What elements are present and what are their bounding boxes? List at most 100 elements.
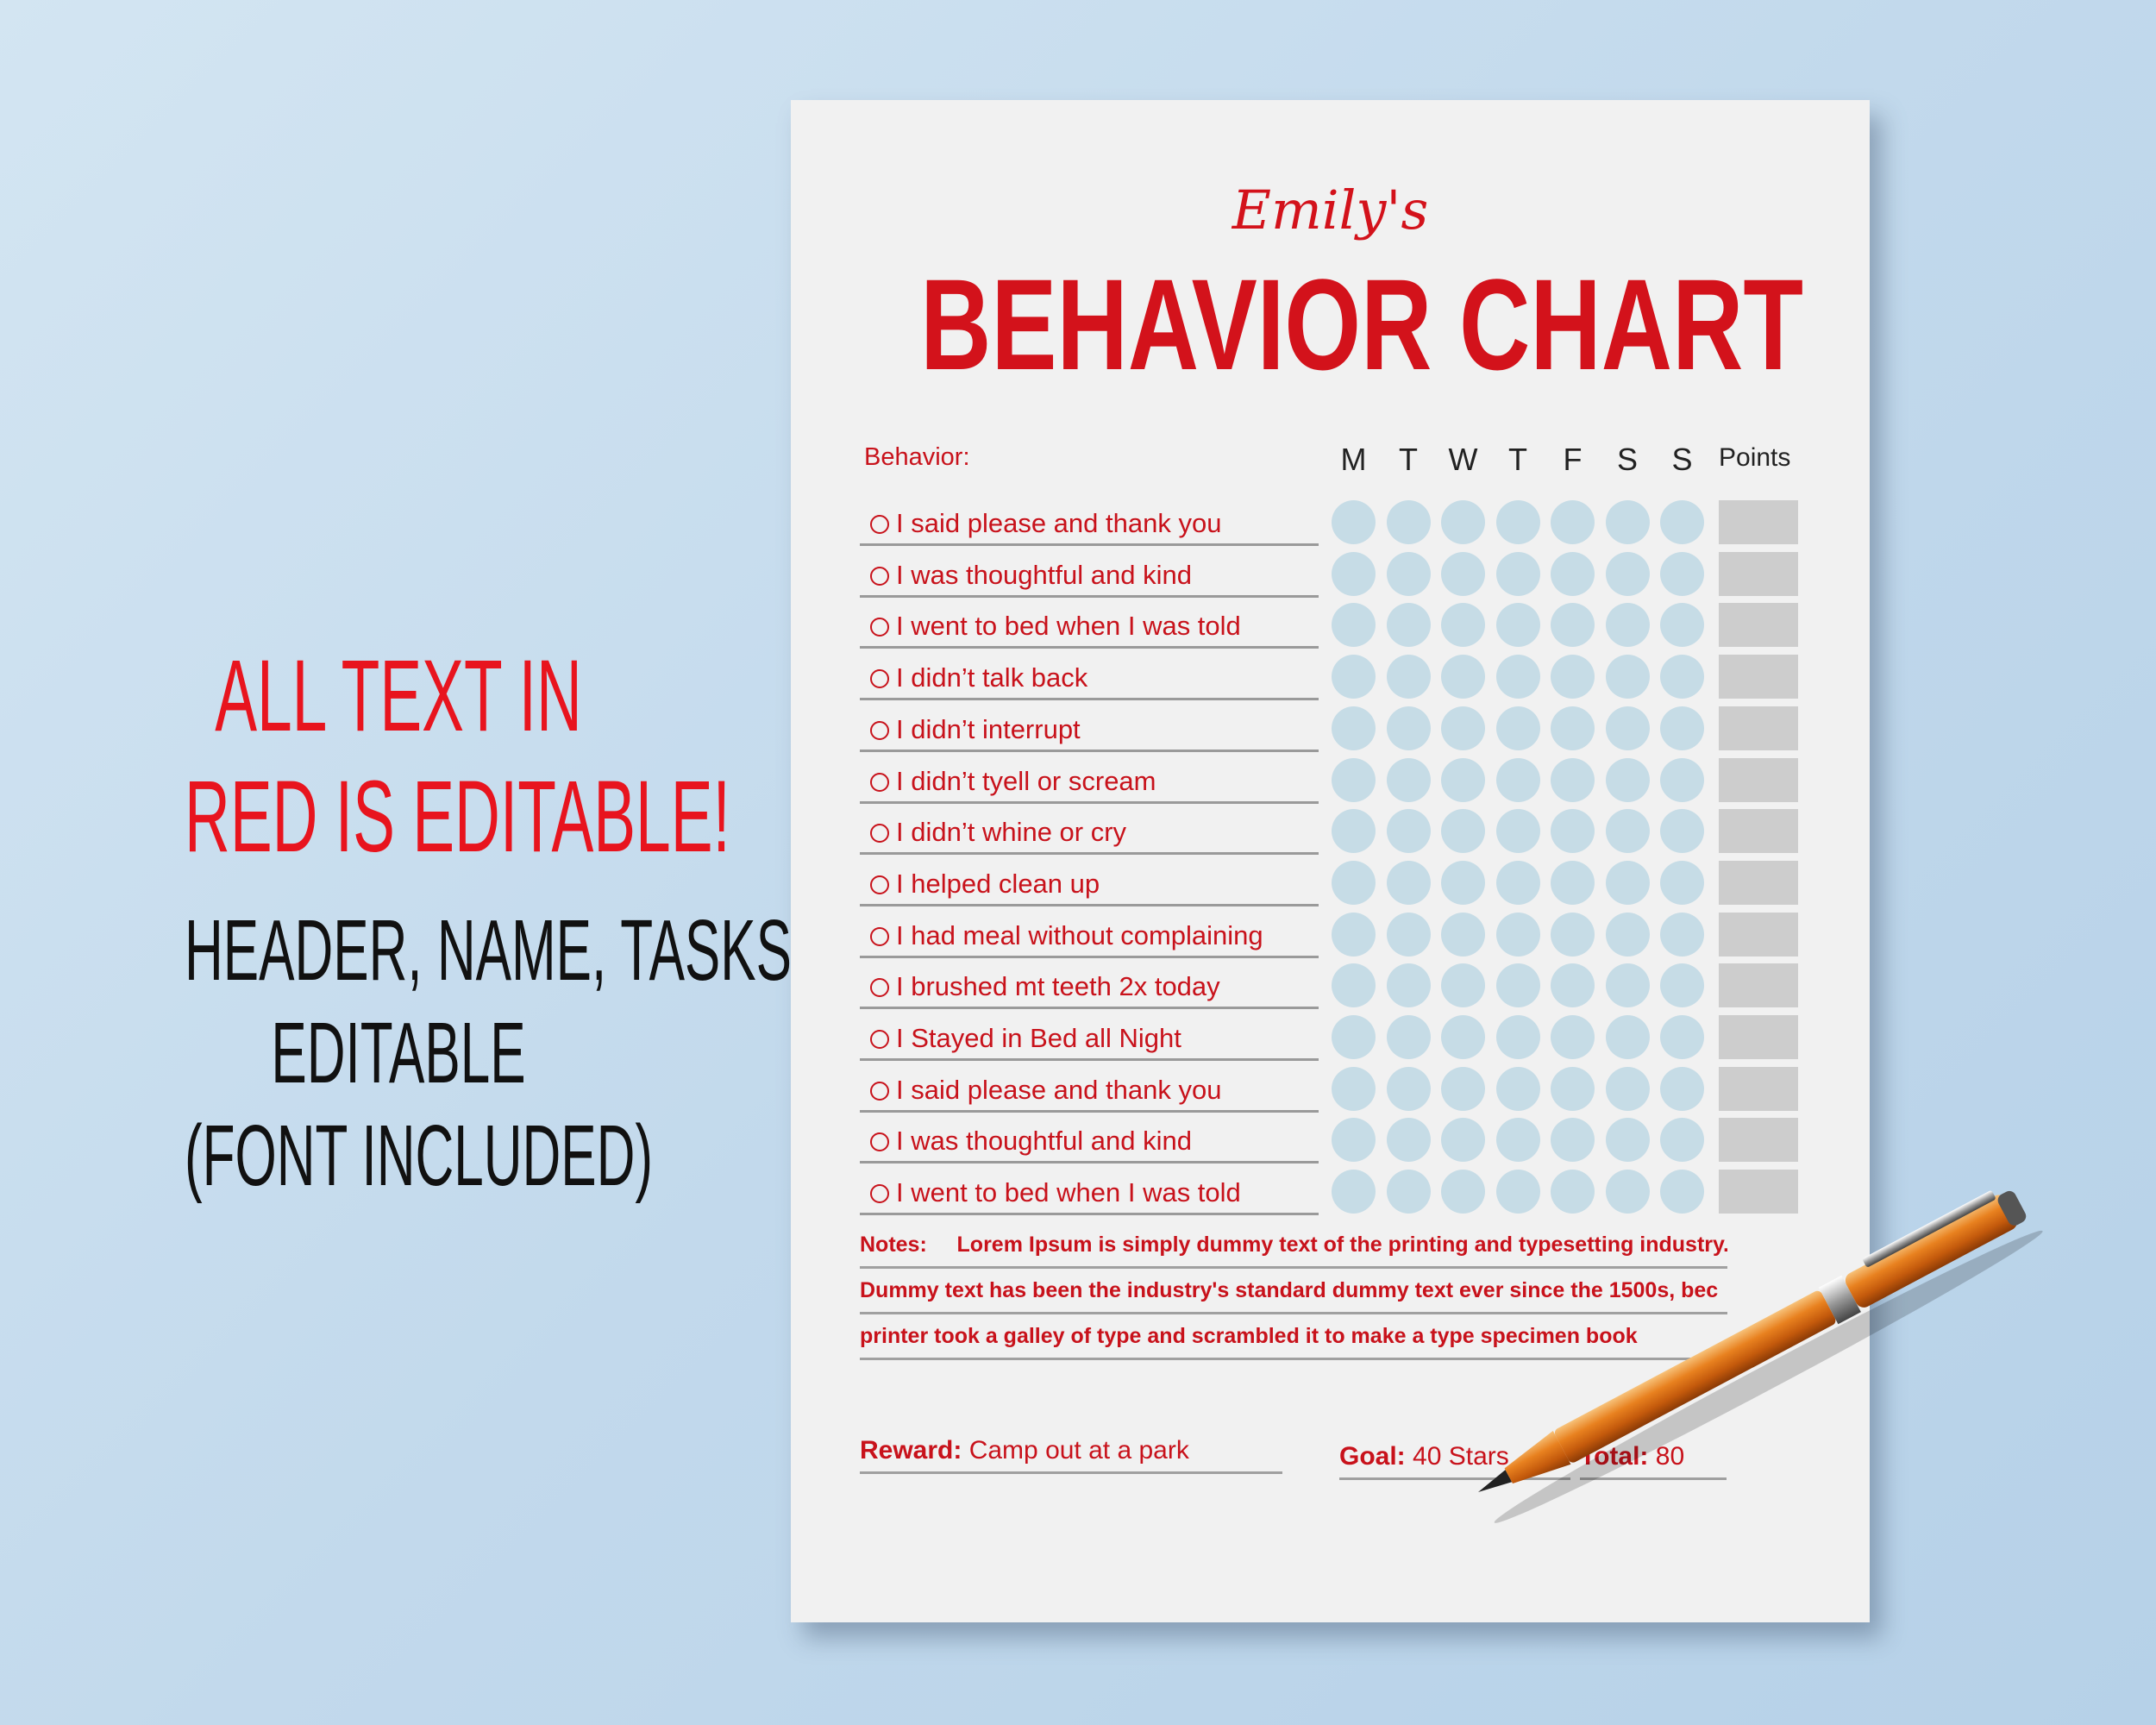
day-checkbox-circle[interactable]	[1386, 1015, 1431, 1059]
day-checkbox-circle[interactable]	[1495, 603, 1540, 648]
day-checkbox-circle[interactable]	[1386, 1170, 1431, 1214]
day-checkbox-circle[interactable]	[1551, 912, 1595, 957]
day-checkbox-circle[interactable]	[1441, 500, 1485, 544]
day-checkbox-circle[interactable]	[1605, 1118, 1650, 1163]
behavior-text[interactable]: I said please and thank you	[860, 1070, 1319, 1113]
behavior-text[interactable]: I didn’t talk back	[860, 658, 1319, 701]
day-checkbox-circle[interactable]	[1605, 706, 1650, 750]
day-checkbox-circle[interactable]	[1332, 706, 1376, 750]
day-checkbox-circle[interactable]	[1660, 809, 1704, 854]
behavior-text[interactable]: I didn’t interrupt	[860, 710, 1319, 752]
points-box[interactable]	[1719, 860, 1798, 905]
day-checkbox-circle[interactable]	[1386, 860, 1431, 905]
behavior-text[interactable]: I went to bed when I was told	[860, 1173, 1319, 1216]
day-checkbox-circle[interactable]	[1332, 912, 1376, 957]
day-checkbox-circle[interactable]	[1495, 655, 1540, 699]
day-checkbox-circle[interactable]	[1441, 757, 1485, 802]
points-box[interactable]	[1719, 1066, 1798, 1111]
day-checkbox-circle[interactable]	[1495, 706, 1540, 750]
points-box[interactable]	[1719, 603, 1798, 648]
day-checkbox-circle[interactable]	[1332, 551, 1376, 596]
day-checkbox-circle[interactable]	[1551, 1118, 1595, 1163]
day-checkbox-circle[interactable]	[1551, 963, 1595, 1008]
day-checkbox-circle[interactable]	[1386, 551, 1431, 596]
day-checkbox-circle[interactable]	[1495, 963, 1540, 1008]
behavior-text[interactable]: I was thoughtful and kind	[860, 1121, 1319, 1164]
day-checkbox-circle[interactable]	[1551, 757, 1595, 802]
day-checkbox-circle[interactable]	[1495, 500, 1540, 544]
day-checkbox-circle[interactable]	[1332, 860, 1376, 905]
day-checkbox-circle[interactable]	[1332, 655, 1376, 699]
day-checkbox-circle[interactable]	[1495, 860, 1540, 905]
points-box[interactable]	[1719, 757, 1798, 802]
day-checkbox-circle[interactable]	[1441, 912, 1485, 957]
day-checkbox-circle[interactable]	[1386, 500, 1431, 544]
day-checkbox-circle[interactable]	[1332, 757, 1376, 802]
day-checkbox-circle[interactable]	[1605, 757, 1650, 802]
day-checkbox-circle[interactable]	[1441, 1015, 1485, 1059]
day-checkbox-circle[interactable]	[1386, 655, 1431, 699]
points-box[interactable]	[1719, 655, 1798, 699]
day-checkbox-circle[interactable]	[1386, 963, 1431, 1008]
day-checkbox-circle[interactable]	[1551, 1170, 1595, 1214]
day-checkbox-circle[interactable]	[1441, 551, 1485, 596]
day-checkbox-circle[interactable]	[1386, 757, 1431, 802]
day-checkbox-circle[interactable]	[1605, 603, 1650, 648]
day-checkbox-circle[interactable]	[1551, 809, 1595, 854]
day-checkbox-circle[interactable]	[1386, 912, 1431, 957]
behavior-text[interactable]: I brushed mt teeth 2x today	[860, 967, 1319, 1010]
points-box[interactable]	[1719, 809, 1798, 854]
day-checkbox-circle[interactable]	[1332, 500, 1376, 544]
points-box[interactable]	[1719, 706, 1798, 750]
day-checkbox-circle[interactable]	[1441, 1066, 1485, 1111]
day-checkbox-circle[interactable]	[1386, 809, 1431, 854]
behavior-text[interactable]: I went to bed when I was told	[860, 606, 1319, 649]
day-checkbox-circle[interactable]	[1332, 809, 1376, 854]
day-checkbox-circle[interactable]	[1660, 500, 1704, 544]
day-checkbox-circle[interactable]	[1332, 1015, 1376, 1059]
day-checkbox-circle[interactable]	[1495, 757, 1540, 802]
day-checkbox-circle[interactable]	[1660, 912, 1704, 957]
day-checkbox-circle[interactable]	[1660, 1015, 1704, 1059]
day-checkbox-circle[interactable]	[1441, 603, 1485, 648]
day-checkbox-circle[interactable]	[1605, 809, 1650, 854]
day-checkbox-circle[interactable]	[1551, 551, 1595, 596]
day-checkbox-circle[interactable]	[1441, 860, 1485, 905]
day-checkbox-circle[interactable]	[1332, 963, 1376, 1008]
points-box[interactable]	[1719, 1170, 1798, 1214]
behavior-text[interactable]: I said please and thank you	[860, 504, 1319, 546]
day-checkbox-circle[interactable]	[1386, 1118, 1431, 1163]
points-box[interactable]	[1719, 1118, 1798, 1163]
day-checkbox-circle[interactable]	[1660, 860, 1704, 905]
behavior-text[interactable]: I didn’t tyell or scream	[860, 762, 1319, 804]
day-checkbox-circle[interactable]	[1386, 603, 1431, 648]
points-box[interactable]	[1719, 1015, 1798, 1059]
points-box[interactable]	[1719, 912, 1798, 957]
day-checkbox-circle[interactable]	[1551, 706, 1595, 750]
points-box[interactable]	[1719, 500, 1798, 544]
day-checkbox-circle[interactable]	[1495, 551, 1540, 596]
day-checkbox-circle[interactable]	[1660, 706, 1704, 750]
day-checkbox-circle[interactable]	[1441, 809, 1485, 854]
day-checkbox-circle[interactable]	[1551, 860, 1595, 905]
day-checkbox-circle[interactable]	[1441, 706, 1485, 750]
day-checkbox-circle[interactable]	[1386, 706, 1431, 750]
day-checkbox-circle[interactable]	[1551, 500, 1595, 544]
day-checkbox-circle[interactable]	[1495, 809, 1540, 854]
points-box[interactable]	[1719, 963, 1798, 1008]
day-checkbox-circle[interactable]	[1332, 1066, 1376, 1111]
day-checkbox-circle[interactable]	[1551, 1066, 1595, 1111]
behavior-text[interactable]: I helped clean up	[860, 864, 1319, 906]
day-checkbox-circle[interactable]	[1332, 1118, 1376, 1163]
day-checkbox-circle[interactable]	[1605, 963, 1650, 1008]
day-checkbox-circle[interactable]	[1605, 1170, 1650, 1214]
behavior-text[interactable]: I had meal without complaining	[860, 916, 1319, 958]
day-checkbox-circle[interactable]	[1441, 963, 1485, 1008]
behavior-text[interactable]: I Stayed in Bed all Night	[860, 1019, 1319, 1061]
day-checkbox-circle[interactable]	[1332, 1170, 1376, 1214]
behavior-text[interactable]: I didn’t whine or cry	[860, 812, 1319, 856]
day-checkbox-circle[interactable]	[1441, 1170, 1485, 1214]
day-checkbox-circle[interactable]	[1605, 551, 1650, 596]
day-checkbox-circle[interactable]	[1660, 655, 1704, 699]
day-checkbox-circle[interactable]	[1605, 1066, 1650, 1111]
